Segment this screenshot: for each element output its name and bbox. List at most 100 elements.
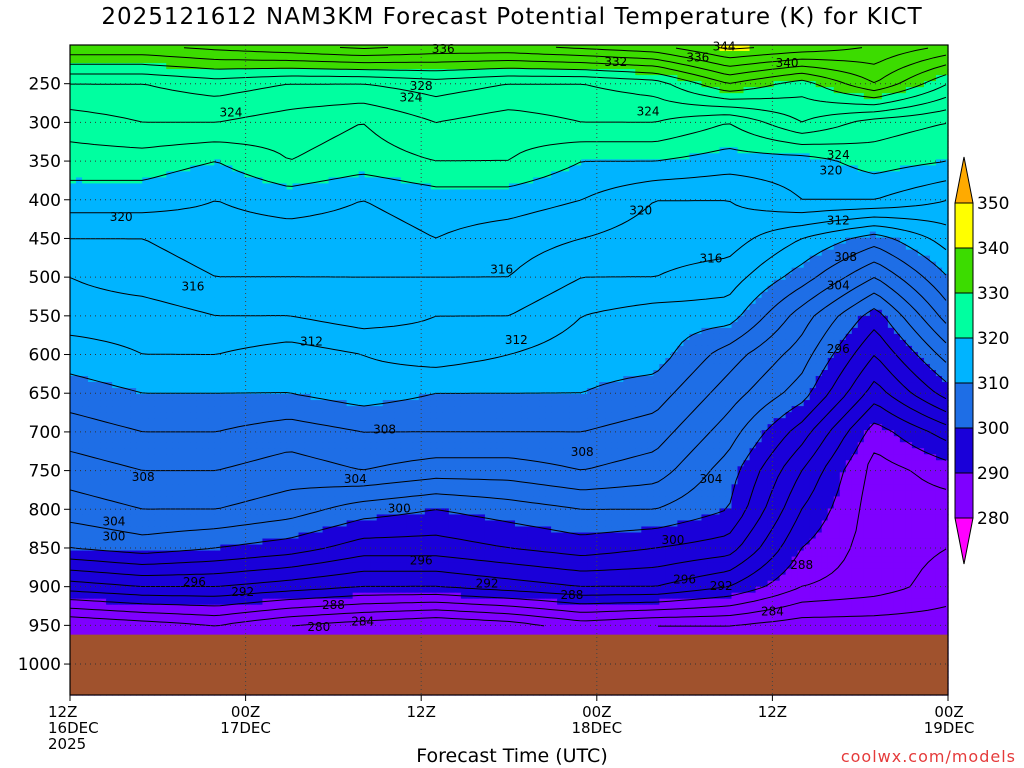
field-cell <box>412 57 420 64</box>
field-cell <box>683 201 691 209</box>
field-cell <box>346 63 354 70</box>
field-cell <box>340 225 348 233</box>
field-cell <box>797 183 805 191</box>
field-cell <box>472 147 480 154</box>
field-cell <box>899 57 907 64</box>
field-cell <box>472 57 480 64</box>
field-cell <box>671 171 678 179</box>
field-cell <box>388 81 396 88</box>
field-cell <box>539 165 546 172</box>
field-cell <box>256 183 264 191</box>
field-cell <box>923 165 931 172</box>
field-cell <box>112 105 119 112</box>
field-cell <box>839 123 847 130</box>
field-cell <box>292 165 300 172</box>
field-cell <box>647 105 654 112</box>
field-cell <box>454 171 462 179</box>
field-cell <box>178 177 185 185</box>
field-cell <box>154 249 161 257</box>
field-cell <box>502 225 510 233</box>
field-cell <box>635 111 642 118</box>
field-cell <box>809 63 817 70</box>
field-cell <box>785 189 793 197</box>
field-cell <box>502 153 510 160</box>
field-cell <box>881 129 889 136</box>
field-cell <box>442 177 450 185</box>
field-cell <box>154 111 161 118</box>
field-cell <box>298 93 306 100</box>
field-cell <box>478 69 486 76</box>
field-cell <box>70 147 77 154</box>
field-cell <box>376 111 384 118</box>
field-cell <box>328 105 336 112</box>
field-cell <box>707 165 715 172</box>
field-cell <box>659 153 666 160</box>
field-cell <box>647 63 654 70</box>
field-cell <box>364 75 372 82</box>
field-cell <box>731 243 739 251</box>
field-cell <box>424 63 432 70</box>
field-cell <box>76 75 83 82</box>
field-cell <box>521 153 528 160</box>
field-cell <box>575 99 582 106</box>
field-cell <box>677 183 684 191</box>
field-cell <box>839 45 847 52</box>
field-cell <box>166 177 173 185</box>
field-cell <box>292 195 300 203</box>
field-cell <box>118 195 125 203</box>
field-cell <box>286 177 294 185</box>
field-cell <box>779 117 787 124</box>
field-cell <box>376 51 384 58</box>
field-cell <box>478 147 486 154</box>
field-cell <box>857 87 865 94</box>
field-cell <box>569 87 576 94</box>
field-cell <box>82 165 89 172</box>
field-cell <box>286 99 294 106</box>
field-cell <box>851 63 859 70</box>
field-cell <box>527 45 534 52</box>
field-cell <box>755 225 763 233</box>
field-cell <box>400 189 408 197</box>
field-cell <box>328 75 336 82</box>
field-cell <box>599 129 606 136</box>
field-cell <box>334 57 342 64</box>
field-cell <box>502 243 510 251</box>
field-cell <box>641 99 648 106</box>
field-cell <box>184 183 191 191</box>
field-cell <box>250 165 258 172</box>
field-cell <box>256 69 264 76</box>
field-cell <box>881 159 889 166</box>
field-cell <box>316 159 324 166</box>
field-cell <box>364 213 372 221</box>
field-cell <box>929 105 937 112</box>
field-cell <box>166 195 173 203</box>
field-cell <box>250 225 258 233</box>
field-cell <box>376 63 384 70</box>
field-cell <box>929 75 937 82</box>
field-cell <box>226 237 233 245</box>
field-cell <box>563 171 570 179</box>
field-cell <box>274 123 282 130</box>
field-cell <box>551 117 558 124</box>
field-cell <box>142 159 149 166</box>
field-cell <box>172 105 179 112</box>
field-cell <box>256 189 264 197</box>
field-cell <box>430 135 438 142</box>
field-cell <box>683 105 691 112</box>
field-cell <box>647 219 654 227</box>
field-cell <box>521 51 528 58</box>
field-cell <box>502 129 510 136</box>
field-cell <box>448 99 456 106</box>
field-cell <box>791 135 799 142</box>
field-cell <box>136 123 143 130</box>
field-cell <box>148 171 155 179</box>
field-cell <box>515 123 522 130</box>
field-cell <box>923 177 931 185</box>
field-cell <box>478 57 486 64</box>
field-cell <box>202 219 209 227</box>
field-cell <box>322 159 330 166</box>
field-cell <box>851 129 859 136</box>
field-cell <box>701 243 709 251</box>
field-cell <box>707 231 715 239</box>
field-cell <box>436 213 444 221</box>
